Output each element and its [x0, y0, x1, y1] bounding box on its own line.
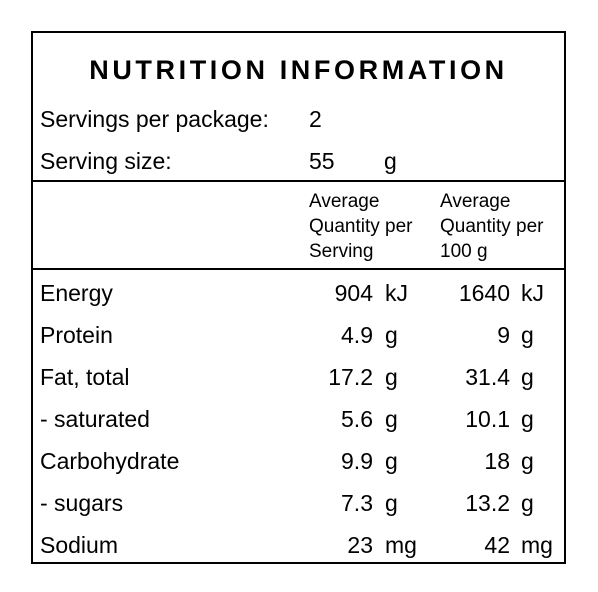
per-100g-unit: g [521, 448, 534, 474]
nutrition-panel: NUTRITION INFORMATION Servings per packa… [31, 31, 566, 564]
serving-size-unit: g [384, 148, 397, 174]
per-100g-unit: kJ [521, 280, 544, 306]
per-100g-unit: mg [521, 532, 553, 558]
per-100g-unit: g [521, 406, 534, 432]
column-header-per-serving: Average Quantity per Serving [309, 189, 439, 264]
nutrient-name: Sodium [40, 532, 118, 558]
per-100g-unit: g [521, 490, 534, 516]
per-serving-value: 904 [334, 280, 373, 306]
per-serving-unit: kJ [385, 280, 408, 306]
per-serving-unit: mg [385, 532, 417, 558]
column-header-line: Quantity per [309, 216, 413, 237]
divider-top [33, 180, 564, 182]
per-serving-unit: g [385, 322, 398, 348]
column-header-line: Average [440, 191, 511, 212]
per-serving-unit: g [385, 364, 398, 390]
panel-title: NUTRITION INFORMATION [89, 55, 508, 85]
per-100g-value: 13.2 [465, 490, 510, 516]
per-serving-value: 4.9 [341, 322, 373, 348]
servings-label: Servings per package: [40, 106, 269, 132]
per-serving-value: 17.2 [328, 364, 373, 390]
per-100g-value: 9 [497, 322, 510, 348]
serving-size-value: 55 [309, 148, 335, 174]
column-header-per-100g: Average Quantity per 100 g [440, 189, 570, 264]
per-100g-value: 42 [484, 532, 510, 558]
nutrient-name: Energy [40, 280, 113, 306]
per-serving-unit: g [385, 490, 398, 516]
divider-middle [33, 268, 564, 270]
nutrient-name: Fat, total [40, 364, 130, 390]
column-header-line: Serving [309, 241, 374, 262]
per-serving-value: 7.3 [341, 490, 373, 516]
column-header-line: 100 g [440, 241, 488, 262]
nutrient-name: Protein [40, 322, 113, 348]
nutrient-name: Carbohydrate [40, 448, 180, 474]
per-100g-value: 1640 [458, 280, 510, 306]
per-serving-value: 5.6 [341, 406, 373, 432]
per-serving-unit: g [385, 406, 398, 432]
per-100g-value: 31.4 [465, 364, 510, 390]
column-header-line: Quantity per [440, 216, 544, 237]
per-100g-unit: g [521, 364, 534, 390]
per-100g-value: 18 [484, 448, 510, 474]
nutrient-name: - sugars [40, 490, 124, 516]
per-100g-unit: g [521, 322, 534, 348]
servings-value: 2 [309, 106, 322, 132]
per-serving-unit: g [385, 448, 398, 474]
serving-size-label: Serving size: [40, 148, 172, 174]
per-100g-value: 10.1 [465, 406, 510, 432]
nutrient-name: - saturated [40, 406, 150, 432]
column-header-line: Average [309, 191, 380, 212]
per-serving-value: 23 [347, 532, 373, 558]
per-serving-value: 9.9 [341, 448, 373, 474]
